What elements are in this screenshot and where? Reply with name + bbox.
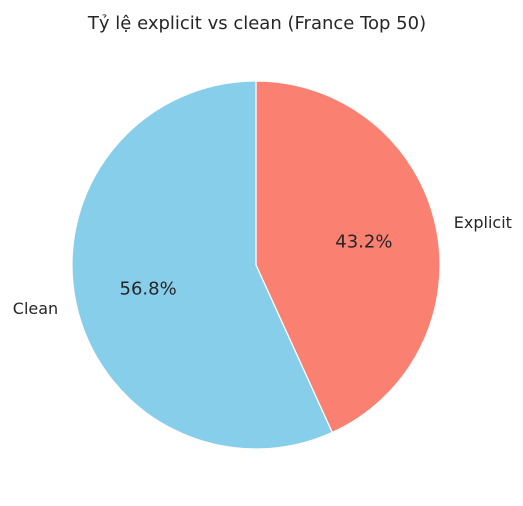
chart-title: Tỷ lệ explicit vs clean (France Top 50): [87, 13, 426, 34]
slice-label-clean: Clean: [13, 299, 58, 318]
slice-label-explicit: Explicit: [454, 213, 512, 232]
pie-slices: [72, 81, 440, 449]
pct-label-clean: 56.8%: [120, 278, 177, 299]
pct-label-explicit: 43.2%: [335, 232, 392, 253]
